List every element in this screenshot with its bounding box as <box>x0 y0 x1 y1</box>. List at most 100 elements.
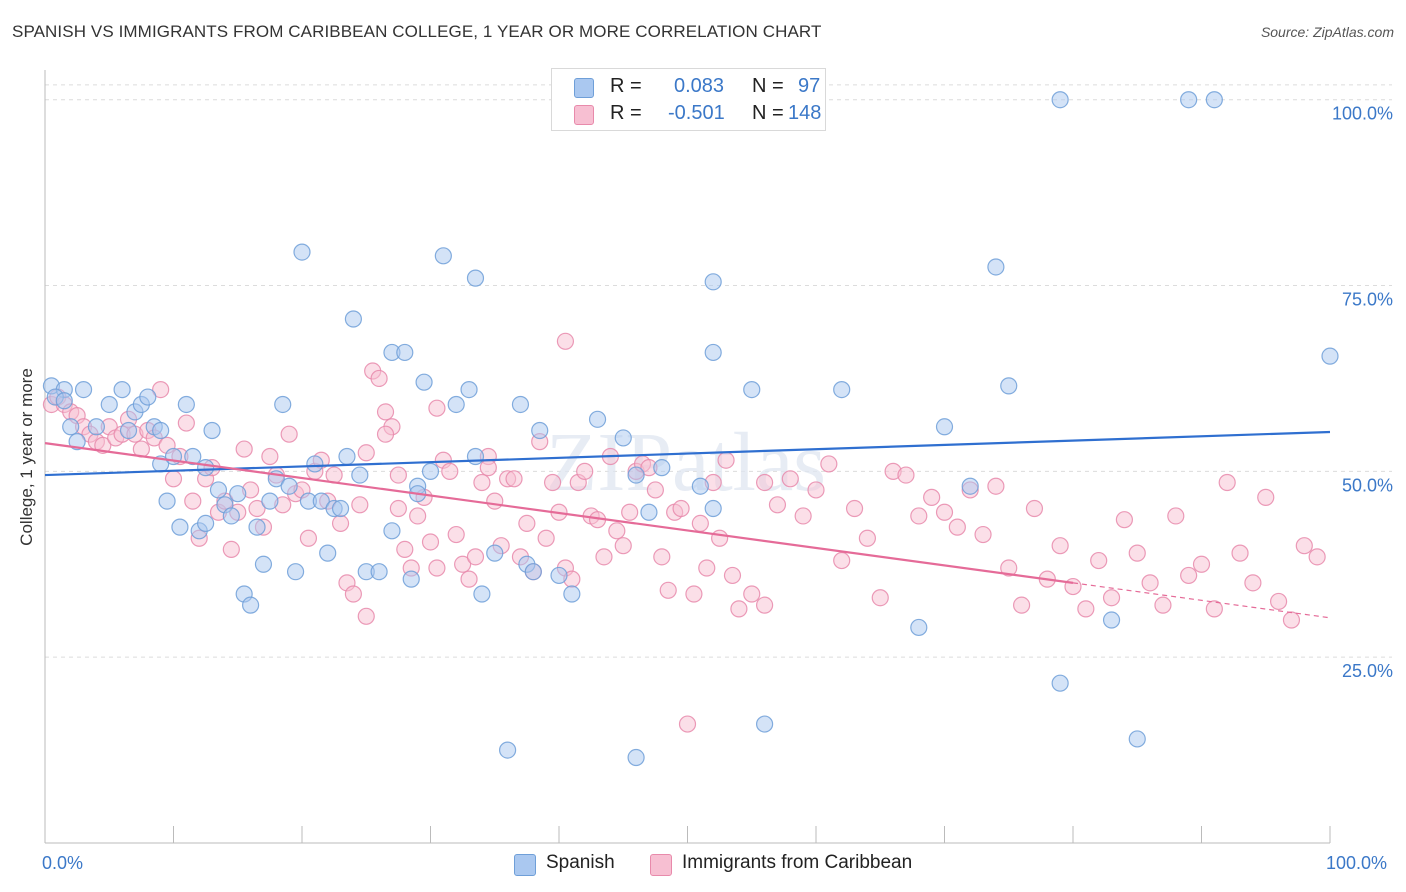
spanish-point <box>1000 377 1018 395</box>
caribbean-point <box>1000 559 1018 577</box>
spanish-point <box>704 343 722 362</box>
spanish-points <box>42 91 1339 767</box>
x-max-label: 100.0% <box>1326 853 1388 873</box>
caribbean-point <box>1141 574 1159 592</box>
caribbean-point <box>794 507 812 525</box>
axes <box>44 70 1331 844</box>
spanish-point <box>286 563 305 581</box>
n-value: 148 <box>788 102 822 124</box>
caribbean-point <box>428 399 446 417</box>
spanish-point <box>203 421 221 440</box>
spanish-point <box>653 459 671 477</box>
caribbean-point <box>807 481 825 499</box>
caribbean-point <box>1218 473 1236 492</box>
caribbean-point <box>357 444 375 462</box>
caribbean-trend-extension <box>1072 582 1331 619</box>
caribbean-point <box>974 525 992 544</box>
spanish-point <box>910 618 928 637</box>
spanish-point <box>614 429 632 447</box>
caribbean-point <box>1051 537 1069 555</box>
caribbean-point <box>1077 600 1095 618</box>
caribbean-point <box>1012 596 1031 614</box>
spanish-point <box>627 748 645 767</box>
caribbean-point <box>1064 577 1082 596</box>
caribbean-point <box>370 369 388 388</box>
caribbean-point <box>473 473 491 492</box>
caribbean-point <box>897 466 915 484</box>
caribbean-point <box>755 596 774 614</box>
caribbean-point <box>222 540 240 559</box>
x-min-label: 0.0% <box>42 853 84 873</box>
y-tick-label: 25.0% <box>1342 661 1393 681</box>
spanish-point <box>197 514 215 532</box>
caribbean-point <box>1192 555 1211 573</box>
caribbean-point <box>441 462 459 480</box>
caribbean-point <box>280 425 298 443</box>
spanish-point <box>421 462 440 480</box>
caribbean-point <box>755 473 774 492</box>
spanish-point <box>197 459 215 477</box>
caribbean-point <box>261 447 279 466</box>
spanish-point <box>338 447 356 466</box>
spanish-point <box>961 477 979 495</box>
spanish-point <box>139 388 157 406</box>
caribbean-trend-line <box>44 442 1074 584</box>
spanish-point <box>640 503 658 521</box>
caribbean-point <box>556 332 575 350</box>
spanish-point <box>248 518 266 536</box>
spanish-point <box>460 381 478 399</box>
caribbean-point <box>1205 600 1223 618</box>
caribbean-point <box>723 566 742 585</box>
spanish-point <box>402 570 420 588</box>
spanish-point <box>434 247 452 265</box>
spanish-point <box>312 492 330 510</box>
spanish-point <box>370 563 388 581</box>
caribbean-point <box>454 555 472 573</box>
spanish-point <box>486 544 504 562</box>
source-label: Source: ZipAtlas.com <box>1260 24 1394 40</box>
caribbean-point <box>376 403 395 421</box>
caribbean-point <box>409 507 427 525</box>
caribbean-point <box>1231 544 1249 562</box>
caribbean-point <box>820 455 838 473</box>
spanish-point <box>158 492 176 510</box>
spanish-point <box>466 269 485 287</box>
caribbean-point <box>428 559 446 577</box>
spanish-point <box>100 395 118 414</box>
y-tick-label: 75.0% <box>1342 290 1393 310</box>
caribbean-point <box>711 529 729 547</box>
caribbean-point <box>923 488 941 506</box>
caribbean-point <box>396 540 414 559</box>
spanish-point <box>319 544 337 562</box>
caribbean-swatch <box>574 105 594 125</box>
caribbean-point <box>248 499 266 518</box>
caribbean-point <box>344 585 362 603</box>
spanish-point <box>691 477 709 495</box>
caribbean-point <box>479 459 497 477</box>
caribbean-point <box>1128 544 1146 562</box>
y-tick-label: 100.0% <box>1332 104 1393 124</box>
caribbean-point <box>184 492 202 510</box>
caribbean-point <box>858 529 877 547</box>
spanish-point <box>119 421 138 440</box>
spanish-point <box>563 585 581 603</box>
spanish-point <box>1321 347 1339 365</box>
caribbean-point <box>447 525 465 544</box>
caribbean-point <box>845 499 864 518</box>
caribbean-swatch <box>650 854 672 876</box>
trend-lines <box>44 430 1331 619</box>
caribbean-point <box>1269 592 1288 611</box>
spanish-point <box>229 485 247 503</box>
spanish-point <box>1102 611 1121 629</box>
spanish-point <box>473 585 491 603</box>
spanish-point <box>755 715 774 733</box>
spanish-point <box>466 447 485 466</box>
caribbean-point <box>466 548 485 566</box>
n-label: N = <box>752 75 784 97</box>
watermark: ZIPatlas <box>546 416 826 509</box>
spanish-point <box>524 563 542 581</box>
spanish-point <box>209 481 228 499</box>
spanish-point <box>293 243 311 261</box>
spanish-point <box>743 381 761 399</box>
